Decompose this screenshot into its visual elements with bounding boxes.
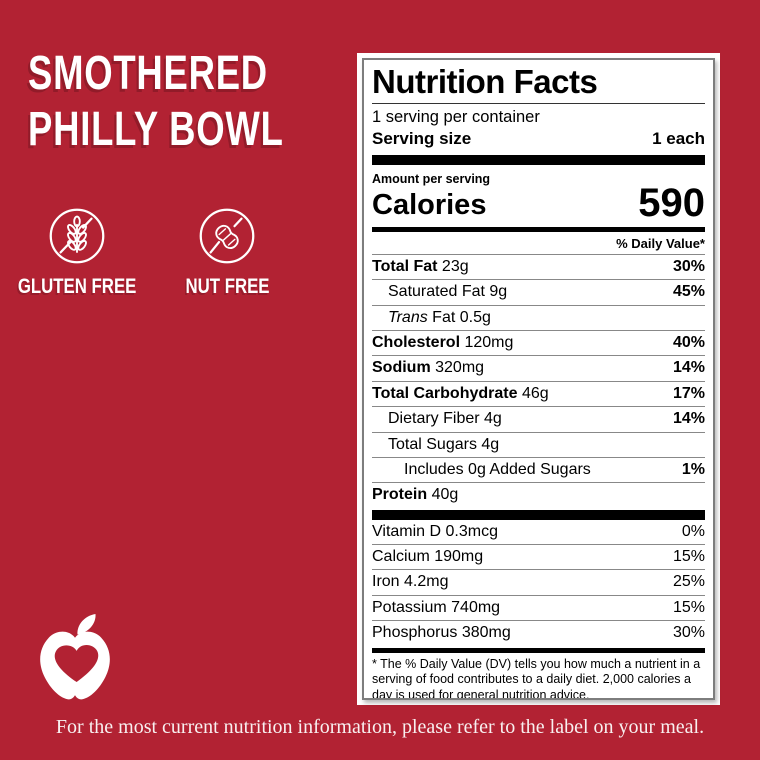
vitamin-name: Iron 4.2mg bbox=[372, 573, 449, 591]
nutrient-dv: 40% bbox=[672, 334, 705, 352]
vitamin-dv: 30% bbox=[672, 624, 705, 642]
vitamin-dv: 15% bbox=[672, 548, 705, 566]
nutrient-dv: 17% bbox=[672, 384, 705, 402]
nutrient-name: Dietary Fiber 4g bbox=[388, 410, 502, 428]
vitamin-name: Potassium 740mg bbox=[372, 598, 501, 616]
nutrient-row-trans-fat: Trans Fat 0.5g bbox=[372, 304, 705, 330]
vitamin-row-vitamin-d: Vitamin D 0.3mcg 0% bbox=[372, 520, 705, 544]
divider-medium bbox=[372, 647, 705, 653]
servings-per-container: 1 serving per container bbox=[372, 107, 540, 126]
serving-size-row: Serving size 1 each bbox=[372, 128, 705, 153]
nutrient-dv: 45% bbox=[672, 283, 705, 301]
gluten-free-icon bbox=[49, 208, 105, 264]
nutrient-name: Total Fat 23g bbox=[372, 257, 469, 275]
calories-value: 590 bbox=[638, 180, 705, 225]
nutrient-name: Sodium 320mg bbox=[372, 359, 485, 377]
nutrient-row-total-sugars: Total Sugars 4g bbox=[372, 431, 705, 457]
badge-gluten-free: GLUTEN FREE bbox=[18, 206, 136, 299]
vitamin-dv: 15% bbox=[672, 598, 705, 616]
page-title-line2: PHILLY BOWL bbox=[28, 103, 284, 156]
daily-value-footnote: * The % Daily Value (DV) tells you how m… bbox=[372, 656, 701, 700]
nutrient-row-cholesterol: Cholesterol 120mg 40% bbox=[372, 330, 705, 355]
apple-heart-logo bbox=[40, 613, 110, 700]
nutrient-name: Includes 0g Added Sugars bbox=[404, 460, 591, 478]
gluten-free-label: GLUTEN FREE bbox=[17, 275, 137, 298]
nutrition-facts-panel: Nutrition Facts 1 serving per container … bbox=[357, 53, 720, 705]
nutrient-name: Saturated Fat 9g bbox=[388, 283, 508, 301]
page-title: SMOTHERED PHILLY BOWL bbox=[28, 46, 364, 158]
nutrient-row-sodium: Sodium 320mg 14% bbox=[372, 355, 705, 380]
divider-medium bbox=[372, 226, 705, 232]
nutrient-row-total-carbohydrate: Total Carbohydrate 46g 17% bbox=[372, 380, 705, 406]
nutrient-row-total-fat: Total Fat 23g 30% bbox=[372, 253, 705, 279]
badge-nut-free: NUT FREE bbox=[172, 206, 282, 299]
calories-label: Calories bbox=[372, 188, 487, 221]
nut-free-label: NUT FREE bbox=[185, 275, 269, 298]
footer-note: For the most current nutrition informati… bbox=[55, 716, 705, 738]
serving-size-value: 1 each bbox=[652, 128, 705, 148]
nutrient-name: Cholesterol 120mg bbox=[372, 334, 514, 352]
vitamin-name: Vitamin D 0.3mcg bbox=[372, 522, 498, 540]
serving-size-label: Serving size bbox=[372, 128, 472, 148]
vitamin-row-iron: Iron 4.2mg 25% bbox=[372, 569, 705, 594]
amount-per-serving-label: Amount per serving bbox=[372, 171, 491, 186]
page-title-line1: SMOTHERED bbox=[28, 47, 268, 100]
divider bbox=[372, 102, 705, 104]
vitamin-row-calcium: Calcium 190mg 15% bbox=[372, 544, 705, 569]
nutrient-row-added-sugars: Includes 0g Added Sugars 1% bbox=[372, 456, 705, 482]
nutrient-name: Trans Fat 0.5g bbox=[388, 308, 491, 326]
vitamin-row-phosphorus: Phosphorus 380mg 30% bbox=[372, 620, 705, 645]
nutrient-row-dietary-fiber: Dietary Fiber 4g 14% bbox=[372, 406, 705, 431]
vitamin-name: Calcium 190mg bbox=[372, 548, 484, 566]
nutrient-dv: 14% bbox=[672, 410, 705, 428]
nutrient-dv: 1% bbox=[681, 460, 705, 478]
vitamin-row-potassium: Potassium 740mg 15% bbox=[372, 594, 705, 620]
vitamin-dv: 25% bbox=[672, 573, 705, 591]
nutrient-name: Total Carbohydrate 46g bbox=[372, 384, 549, 402]
nutrient-name: Protein 40g bbox=[372, 486, 459, 504]
nutrient-dv: 30% bbox=[672, 257, 705, 275]
nutrient-row-protein: Protein 40g bbox=[372, 482, 705, 507]
vitamin-dv: 0% bbox=[681, 522, 705, 540]
divider-thick bbox=[372, 154, 705, 165]
nutrient-row-saturated-fat: Saturated Fat 9g 45% bbox=[372, 279, 705, 304]
vitamin-name: Phosphorus 380mg bbox=[372, 624, 511, 642]
nutrient-dv: 14% bbox=[672, 359, 705, 377]
nutrient-name: Total Sugars 4g bbox=[388, 435, 500, 453]
nutrition-facts-title: Nutrition Facts bbox=[372, 63, 598, 100]
daily-value-header: % Daily Value* bbox=[616, 235, 705, 251]
nut-free-icon bbox=[199, 208, 255, 264]
nutrition-label-box: Nutrition Facts 1 serving per container … bbox=[362, 58, 715, 700]
divider-thick bbox=[372, 509, 705, 520]
diet-badges: GLUTEN FREE NUT FREE bbox=[18, 206, 282, 299]
calories-row: Calories 590 bbox=[372, 180, 705, 225]
